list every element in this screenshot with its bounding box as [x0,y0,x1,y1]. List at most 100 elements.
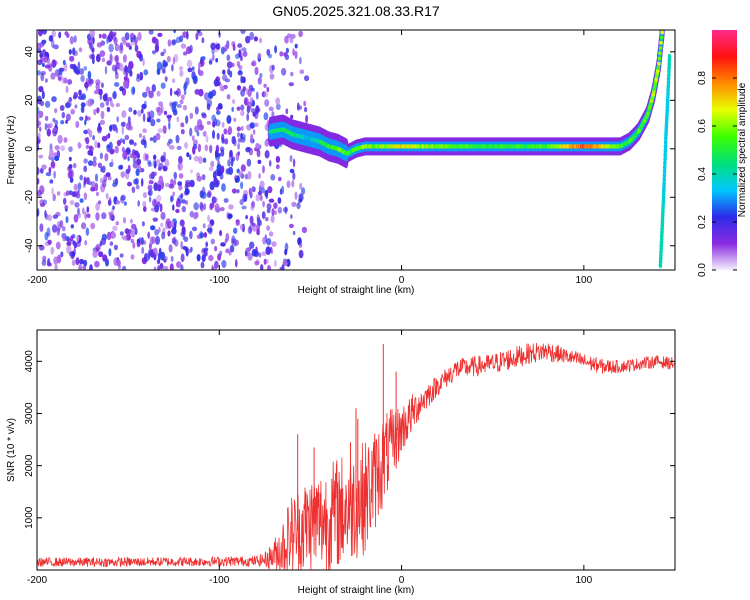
spectrogram-noise-cell [129,218,133,224]
spectrogram-noise-cell [44,122,48,131]
spectrogram-noise-cell [119,253,124,258]
spectrogram-noise-cell [44,210,47,218]
spectrogram-noise-cell [48,166,52,174]
spectrogram-noise-cell [93,108,97,116]
spectrogram-noise-cell [78,213,81,219]
spectrogram-noise-cell [79,258,85,265]
spectrogram-noise-cell [170,195,174,202]
spectrogram-noise-cell [185,182,191,188]
spectrogram-noise-cell [245,146,251,153]
spectrogram-noise-cell [255,142,260,149]
spectrogram-noise-cell [90,186,96,192]
spectrogram-noise-cell [206,120,211,125]
spectrogram-noise-cell [163,48,167,54]
spectrogram-noise-cell [147,190,152,196]
spectrogram-noise-cell [65,216,69,224]
spectrogram-y-ticks: -40 -20 0 20 40 [24,46,675,253]
spectrogram-noise-cell [225,168,231,175]
spectrogram-noise-cell [236,126,241,132]
spectrogram-noise-cell [127,164,131,173]
spectrogram-noise-cell [275,155,281,163]
spectrogram-noise-cell [153,199,157,207]
spectrogram-noise-cell [63,63,68,72]
spectrogram-noise-cell [105,192,109,200]
spectrogram-noise-cell [82,207,85,215]
spectrogram-noise-cell [153,266,157,270]
spectrogram-noise-cell [143,100,147,108]
spectrogram-noise-cell [116,116,119,123]
spectrogram-noise-cell [168,183,175,189]
spectrogram-noise-cell [142,200,147,208]
spectrogram-noise-cell [180,253,185,263]
spectrogram-noise-cell [183,83,187,91]
spectrogram-noise-cell [131,223,137,230]
spectrogram-noise-cell [205,135,209,143]
spectrogram-noise-cell [90,222,96,230]
spectrogram-noise-cell [161,156,166,162]
spectrogram-noise-cell [197,67,201,76]
spectrogram-noise-cell [73,183,79,191]
spectrogram-noise-cell [120,121,126,128]
spectrogram-noise-cell [172,191,176,197]
spectrogram-noise-cell [216,132,220,140]
spectrogram-noise-cell [141,178,144,187]
snr-y-label: SNR (10 * v/v) [6,418,17,482]
spectrogram-noise-cell [83,165,88,173]
spectrogram-noise-cell [72,162,77,169]
spectrogram-noise-cell [220,207,225,212]
spectrogram-noise-cell [100,110,105,120]
spectrogram-noise-cell [285,108,289,115]
spectrogram-noise-cell [132,242,136,249]
spectrogram-noise-cell [226,54,231,61]
snr-frame [36,329,676,571]
spectrogram-noise-cell [251,186,256,193]
spectrogram-noise-cell [37,166,40,176]
spectrogram-noise-cell [58,76,62,81]
spectrogram-noise-cell [180,122,185,128]
spectrogram-noise-cell [185,77,190,86]
spectrogram-noise-cell [110,158,114,167]
spectrogram-noise-cell [37,42,42,51]
spectrogram-noise-cell [176,104,182,108]
spectrogram-x-label: Height of straight line (km) [298,285,415,296]
spectrogram-noise-cell [249,150,253,155]
spectrogram-noise-cell [172,109,178,116]
spectrogram-noise-cell [198,124,204,131]
spectrogram-noise-cell [269,73,275,80]
spectrogram-noise-cell [221,133,225,143]
x-tick-label: 100 [576,275,593,286]
spectrogram-noise-cell [190,169,193,174]
spectrogram-noise-cell [109,30,114,40]
spectrogram-noise-cell [115,221,119,226]
spectrogram-noise-cell [153,154,157,160]
spectrogram-noise-cell [198,62,202,69]
x-tick-label: -100 [209,275,229,286]
spectrogram-noise-cell [261,251,267,257]
spectrogram-noise-cell [193,202,199,211]
spectrogram-noise-cell [164,76,168,82]
spectrogram-noise-cell [62,236,66,242]
spectrogram-noise-cell [188,154,192,161]
spectrogram-noise-cell [246,113,250,122]
spectrogram-noise-cell [261,211,266,220]
spectrogram-noise-cell [106,60,112,66]
spectrogram-noise-cell [113,244,118,251]
spectrogram-noise-cell [219,83,223,91]
spectrogram-noise-cell [109,53,113,62]
spectrogram-noise-cell [54,108,58,114]
spectrogram-noise-cell [298,242,303,248]
spectrogram-noise-cell [37,178,40,185]
spectrogram-noise-cell [168,121,171,130]
spectrogram-noise-cell [246,101,252,110]
spectrogram-noise-cell [167,39,172,47]
colorbar-tick-label: 0.8 [697,71,708,85]
x-tick-label: -100 [209,575,229,586]
spectrogram-noise-cell [112,225,118,232]
spectrogram-noise-cell [143,206,147,212]
spectrogram-noise-cell [180,43,187,49]
spectrogram-noise-cell [78,47,83,53]
spectrogram-noise-cell [46,262,52,267]
spectrogram-noise-cell [137,110,142,117]
spectrogram-noise-cell [69,36,74,45]
spectrogram-noise-cell [202,223,206,229]
